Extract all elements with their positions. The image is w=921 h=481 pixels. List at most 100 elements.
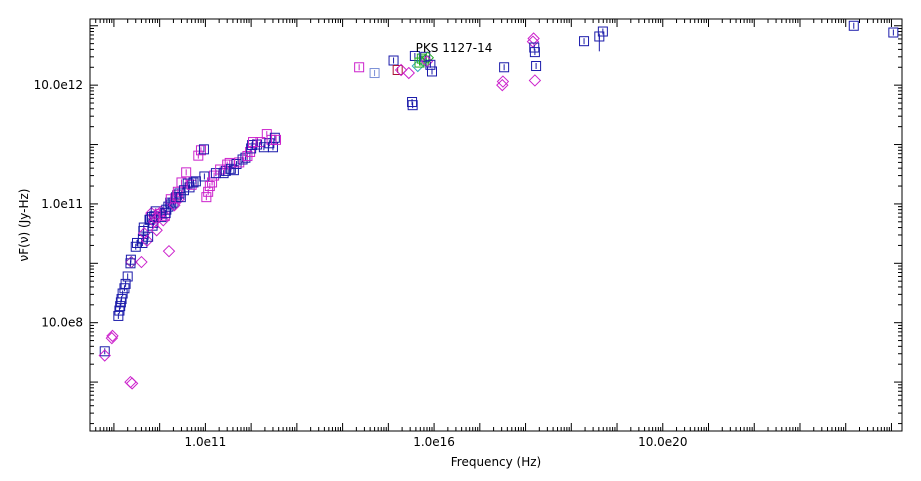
square-marker [130,241,141,252]
x-axis-title: Frequency (Hz) [451,455,542,469]
square-marker [193,150,204,161]
square-marker [160,208,171,219]
square-marker [188,177,199,188]
square-marker [888,27,899,38]
diamond-marker [106,329,119,343]
diamond-marker [105,331,119,345]
square-marker [201,192,212,203]
data-point [597,26,608,37]
square-marker [198,144,209,155]
square-marker [579,36,590,47]
data-point [264,138,275,149]
data-point [157,214,170,227]
data-point [115,301,126,312]
square-marker [199,171,210,182]
square-marker [425,59,436,70]
diamond-marker [168,199,181,212]
data-point [888,27,899,38]
square-marker [122,271,133,282]
data-point [199,171,210,182]
diamond-marker [394,63,408,77]
data-point [411,59,424,73]
x-tick-label: 10.0e20 [638,435,687,449]
diamond-marker [125,377,139,390]
square-marker [531,61,542,72]
square-marker [175,192,186,203]
data-point [426,66,437,77]
data-points [98,20,899,390]
data-point [407,97,418,108]
square-marker [99,346,110,357]
data-point [369,68,380,79]
square-marker [178,185,189,196]
data-point [150,224,163,237]
data-point [579,36,590,47]
diamond-marker [528,74,542,87]
data-point [201,192,212,203]
square-marker [246,143,257,154]
y-tick-label: 1.0e11 [41,197,83,211]
data-point [531,61,542,72]
diamond-marker [162,244,176,258]
data-point [135,255,148,269]
square-marker [204,181,215,192]
square-marker [420,51,431,62]
data-point [182,178,193,189]
data-point [120,278,131,289]
square-marker [125,254,136,265]
data-point [138,227,151,240]
diamond-marker [98,349,111,362]
data-point [496,75,510,88]
plot-frame [89,18,903,432]
diamond-marker [150,224,163,237]
square-marker [252,139,263,150]
diamond-marker [411,59,424,73]
square-marker [172,190,183,201]
data-point [848,20,859,31]
square-marker [499,62,510,73]
data-point [98,349,111,362]
data-point [394,63,408,77]
data-point [529,47,540,58]
data-point [527,32,540,45]
data-point [499,62,510,73]
data-point [168,199,181,212]
data-point [354,62,365,73]
diamond-marker [125,255,138,269]
diamond-marker [527,32,540,45]
square-marker [113,310,124,321]
x-tick-label: 1.0e16 [413,435,455,449]
square-marker [195,145,206,156]
data-point [122,271,133,282]
diamond-marker [138,227,151,240]
data-point [106,329,119,343]
data-point [193,150,204,161]
square-marker [163,201,174,212]
square-marker [529,47,540,58]
data-point [99,346,110,357]
data-point [125,254,136,265]
data-point [204,181,215,192]
diamond-marker [496,75,510,88]
data-point [125,377,139,390]
square-marker [407,100,418,111]
square-marker [116,294,127,305]
square-marker [264,138,275,149]
data-point [198,144,209,155]
square-marker [407,97,418,108]
square-marker [143,231,154,242]
diamond-marker [157,214,170,227]
data-point [116,294,127,305]
data-point [181,167,192,178]
data-point [421,51,435,64]
data-point [130,241,141,252]
square-marker [354,62,365,73]
square-marker [245,146,256,157]
diamond-marker [135,255,148,269]
data-point [143,231,154,242]
square-marker [137,233,148,244]
square-marker [416,53,427,64]
data-point [162,244,176,258]
data-point [402,66,416,80]
